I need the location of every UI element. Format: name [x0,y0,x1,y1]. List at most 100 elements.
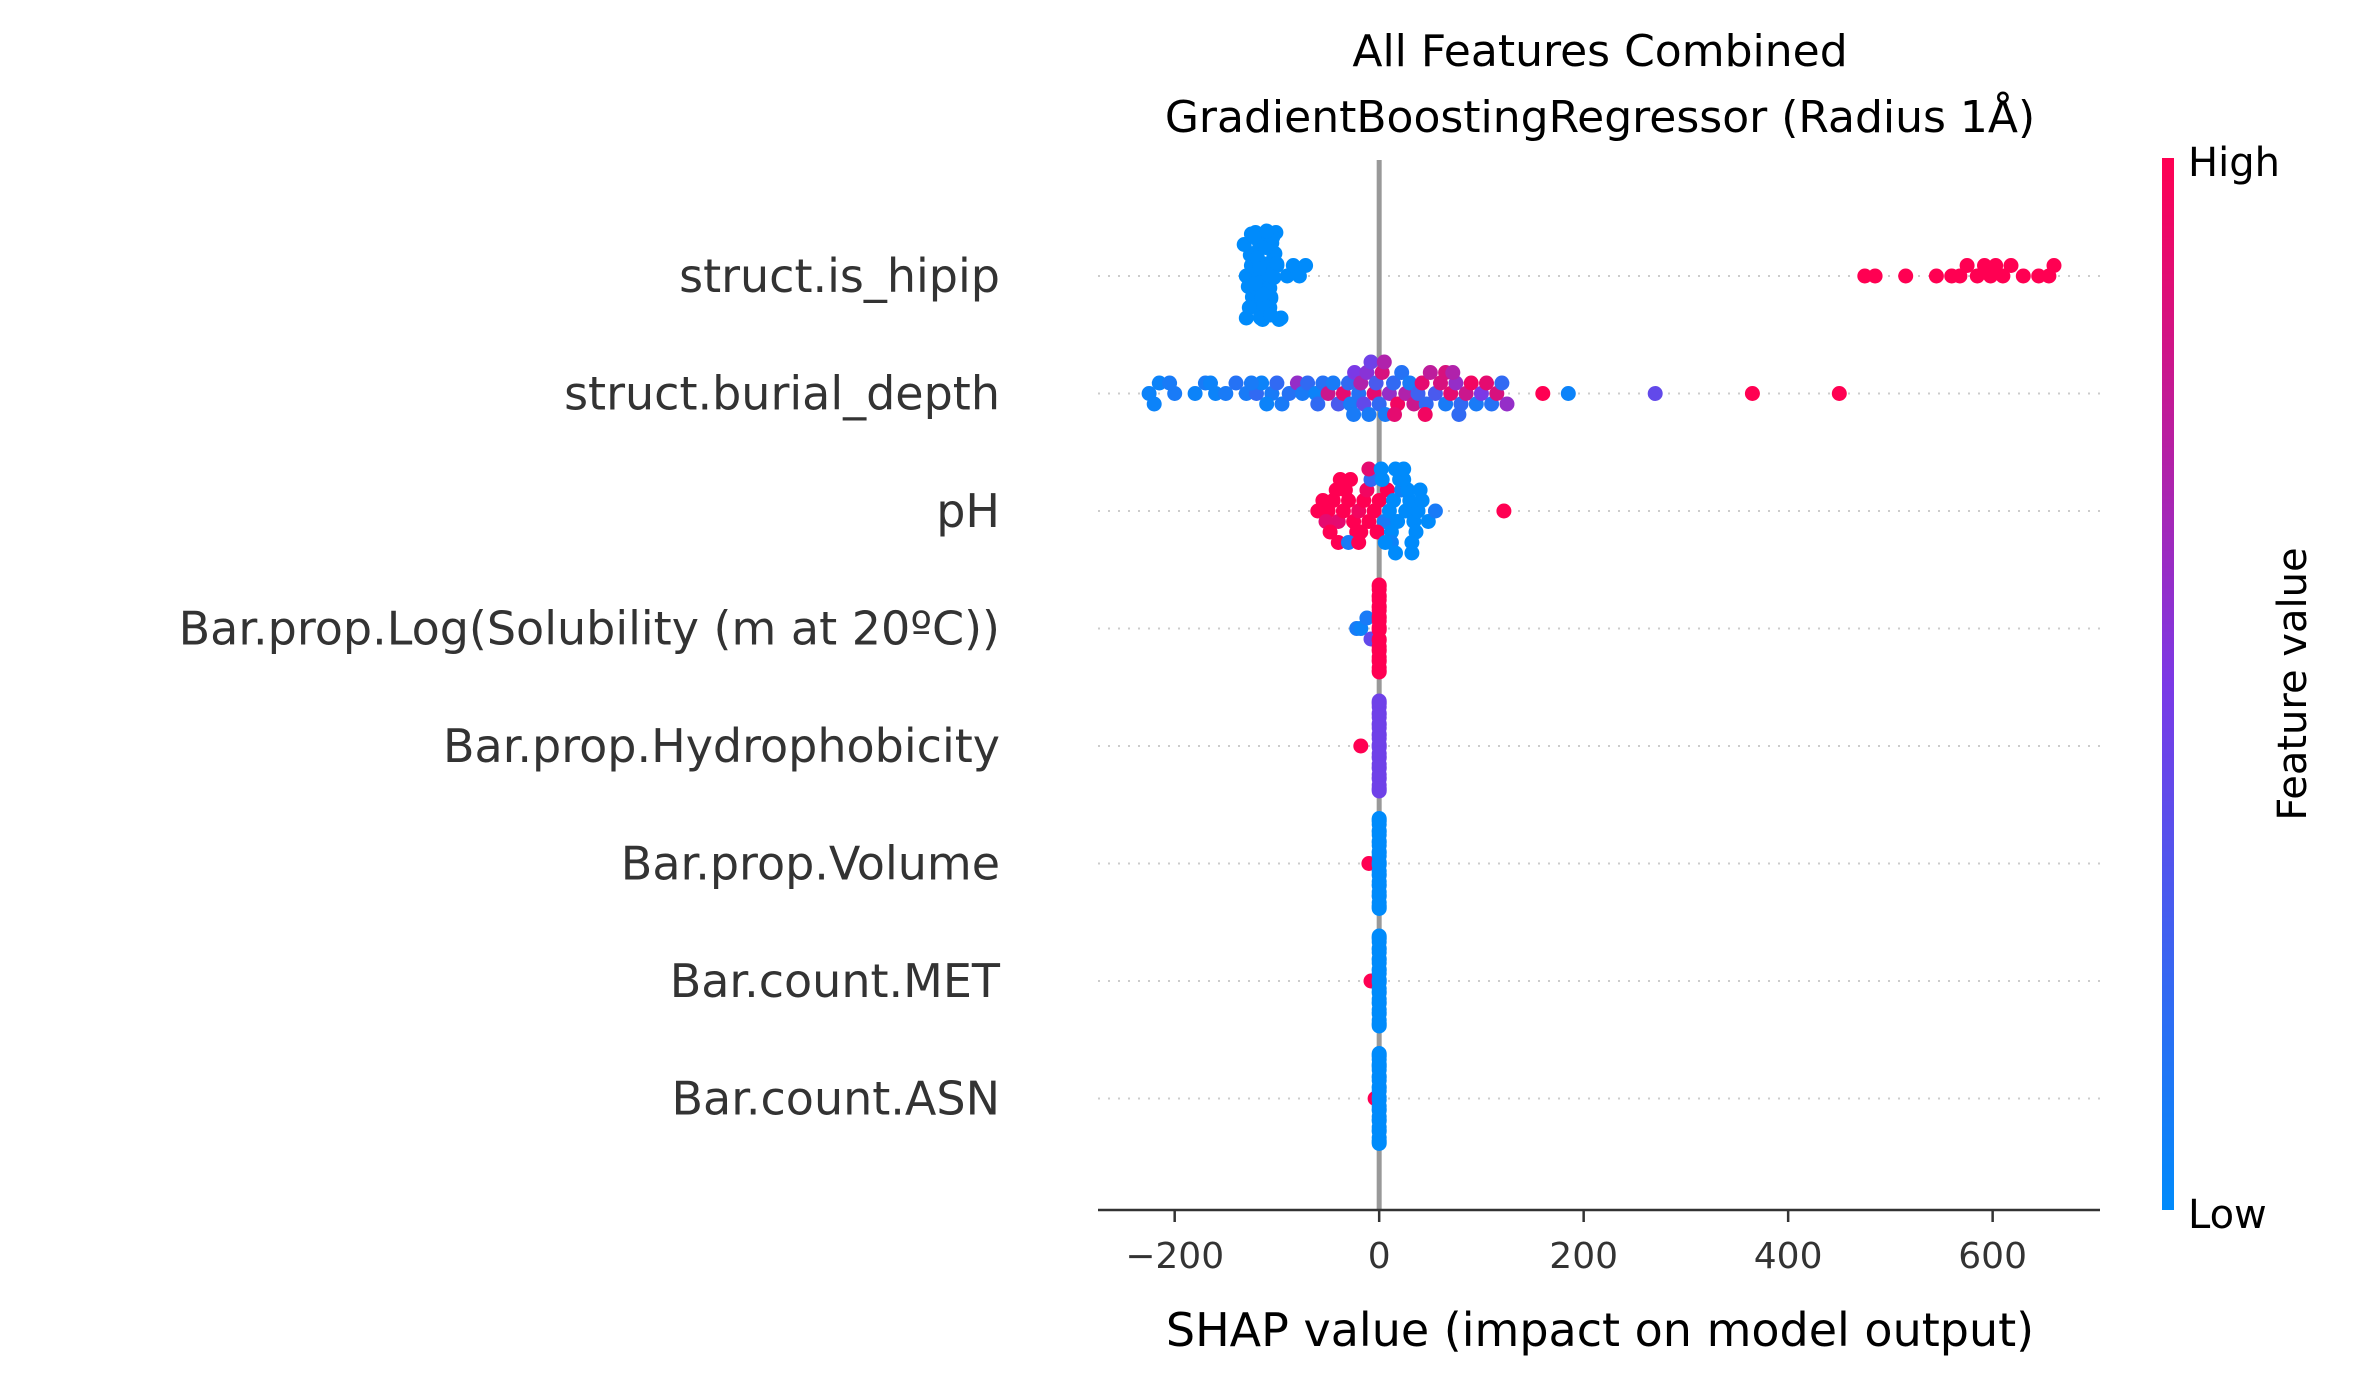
shap-point [1867,268,1883,284]
shap-point [1187,386,1203,401]
shap-point [1420,514,1436,529]
shap-point [1371,603,1387,618]
shap-point [1371,1098,1387,1114]
colorbar: High Low Feature value [2162,140,2316,1238]
shap-point [1371,639,1387,654]
shap-point [1371,592,1387,608]
chart-title: All Features Combined [1352,26,1847,77]
shap-point [1371,1119,1387,1135]
shap-point [1371,756,1387,772]
shap-point [1281,386,1297,401]
shap-point [1371,493,1387,508]
shap-point [1274,396,1290,412]
shap-point [1371,827,1387,843]
shap-point [1417,407,1433,422]
shap-point [1535,386,1551,401]
shap-point [1300,375,1316,391]
shap-point [1371,848,1387,864]
shap-point [1371,966,1387,981]
shap-point [1371,1018,1387,1034]
shap-point [1373,461,1389,477]
shap-point [1499,396,1515,412]
shap-point [1146,396,1162,412]
shap-point [1496,503,1512,519]
shap-point [1371,660,1387,675]
shap-point [1269,375,1285,391]
feature-label: Bar.prop.Log(Solubility (m at 20ºC)) [179,602,1000,656]
shap-point [1371,838,1387,853]
feature-label: pH [936,484,1000,538]
shap-point [1995,268,2011,284]
shap-point [1371,767,1387,782]
shap-point [1376,354,1392,370]
colorbar-gradient [2162,158,2174,1210]
shap-point [1371,720,1387,736]
shap-point [1263,307,1279,323]
shap-point [1371,1073,1387,1088]
feature-labels: struct.is_hipip struct.burial_depth pH Bar.… [179,249,1001,1126]
shap-points [1141,223,2062,1151]
colorbar-low-label: Low [2188,1192,2267,1238]
x-axis-label: SHAP value (impact on model output) [1166,1303,2034,1357]
shap-point [1361,461,1377,477]
shap-point [1243,375,1259,391]
shap-point [1371,991,1387,1007]
shap-point [1427,503,1443,519]
shap-point [1386,375,1401,391]
shap-point [1396,461,1412,477]
shap-point [1346,407,1362,422]
shap-point [1377,535,1393,550]
feature-label: Bar.count.MET [670,954,1001,1008]
shap-point [1359,610,1375,626]
shap-point [1252,261,1267,276]
shap-point [1396,472,1412,487]
shap-point [1857,268,1873,284]
chart-subtitle: GradientBoostingRegressor (Radius 1Å) [1165,90,2035,143]
shap-point [1258,240,1274,255]
shap-point [1246,229,1262,245]
shap-point [1371,649,1387,665]
shap-point [1371,981,1387,996]
shap-point [1386,493,1401,508]
shap-point [1988,258,2004,273]
shap-point [1322,524,1338,540]
shap-point [1259,396,1275,412]
shap-point [2015,268,2031,284]
feature-label: Bar.count.ASN [671,1072,1000,1126]
shap-point [1494,375,1510,391]
shap-point [1952,268,1968,284]
shap-point [1371,746,1387,761]
shap-point [1463,375,1479,391]
shap-point [1255,286,1271,302]
row-guides [1098,275,2100,1100]
feature-label: Bar.prop.Volume [621,837,1000,891]
shap-point [1479,375,1494,391]
shap-point [1162,375,1178,391]
shap-point [1361,407,1377,422]
shap-point [1371,1002,1387,1017]
shap-point [1371,1136,1387,1151]
shap-point [1969,268,1985,284]
shap-point [1371,1056,1387,1072]
shap-point [1371,1046,1387,1061]
shap-point [1298,258,1314,273]
shap-point [2003,258,2019,273]
shap-point [1898,268,1914,284]
shap-point [1371,863,1387,879]
shap-point [1371,955,1387,971]
shap-point [1266,270,1282,285]
shap-point [1310,396,1326,412]
shap-point [1248,276,1263,291]
shap-point [1404,535,1420,550]
shap-point [1228,375,1244,391]
shap-point [1831,386,1847,401]
x-tick-label: 0 [1368,1236,1391,1277]
shap-point [1259,223,1275,239]
shap-point [1203,375,1218,391]
x-tick-label: 200 [1549,1236,1618,1277]
shap-point [2046,258,2062,273]
shap-point [1404,545,1420,561]
feature-label: struct.burial_depth [564,367,1000,421]
shap-point [1363,354,1379,370]
